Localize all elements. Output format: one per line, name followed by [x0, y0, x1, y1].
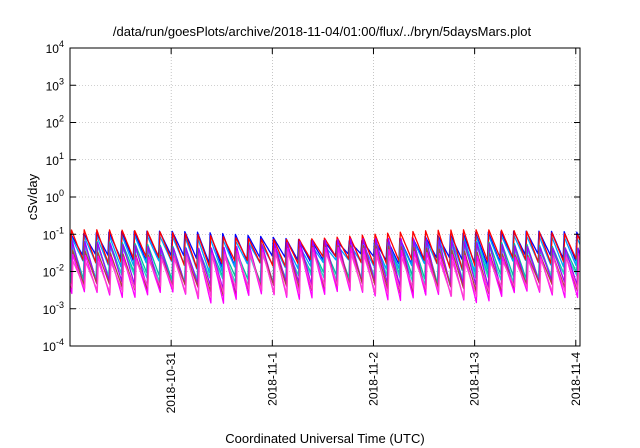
y-tick-label-base: 10 — [46, 154, 60, 168]
y-tick-label: 102 — [46, 114, 64, 131]
series-line — [70, 229, 580, 271]
x-axis-label: Coordinated Universal Time (UTC) — [225, 431, 424, 446]
y-tick-label-exponent: 2 — [59, 114, 64, 124]
chart-title: /data/run/goesPlots/archive/2018-11-04/0… — [113, 24, 532, 39]
y-tick-label-exponent: -2 — [56, 263, 64, 273]
y-tick-label-exponent: -1 — [56, 225, 64, 235]
y-tick-label: 10-3 — [43, 300, 64, 317]
y-tick-label-base: 10 — [43, 266, 57, 280]
y-tick-label: 100 — [46, 188, 64, 205]
x-axis: 2018-10-31 2018-11-1 2018-11-2 2018-11-3 201… — [164, 48, 583, 413]
y-tick-label: 10-1 — [43, 225, 64, 242]
y-tick-label-base: 10 — [43, 340, 57, 354]
grid — [70, 48, 580, 346]
x-tick-label: 2018-11-4 — [569, 352, 583, 406]
y-tick-label: 103 — [46, 76, 64, 93]
y-tick-label-exponent: -4 — [56, 337, 64, 347]
y-tick-label: 10-4 — [43, 337, 64, 354]
x-tick-label: 2018-11-2 — [366, 352, 380, 406]
series-line — [70, 251, 580, 300]
y-tick-label: 101 — [46, 151, 64, 168]
x-tick-label: 2018-11-3 — [468, 352, 482, 406]
y-tick-label: 104 — [46, 39, 64, 56]
x-tick-label: 2018-10-31 — [164, 352, 178, 414]
data-series — [70, 229, 580, 304]
y-tick-label-exponent: 4 — [59, 39, 64, 49]
y-tick-label-exponent: 3 — [59, 76, 64, 86]
y-tick-label-exponent: 1 — [59, 151, 64, 161]
y-tick-label-exponent: -3 — [56, 300, 64, 310]
y-tick-label-base: 10 — [43, 303, 57, 317]
y-tick-label-exponent: 0 — [59, 188, 64, 198]
y-tick-label-base: 10 — [46, 117, 60, 131]
y-axis-label: cSv/day — [25, 173, 40, 220]
x-tick-label: 2018-11-1 — [265, 352, 279, 406]
y-tick-label-base: 10 — [46, 42, 60, 56]
y-tick-label-base: 10 — [43, 228, 57, 242]
y-tick-label-base: 10 — [46, 79, 60, 93]
y-tick-label: 10-2 — [43, 263, 64, 280]
y-tick-label-base: 10 — [46, 191, 60, 205]
